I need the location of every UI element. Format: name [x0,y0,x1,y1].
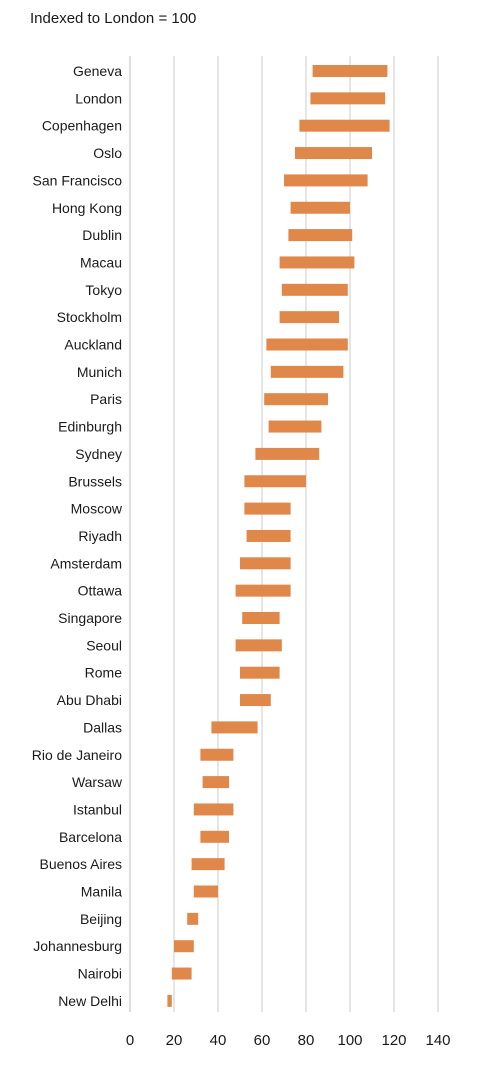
range-bar [279,256,355,269]
category-label: Istanbul [73,801,122,817]
range-bar [279,311,339,324]
range-bar [295,147,372,160]
category-label: Beijing [80,911,122,927]
category-label: Abu Dhabi [57,692,122,708]
range-bar [266,338,348,351]
category-label: Moscow [71,501,123,517]
range-bar [264,393,328,406]
x-tick-label: 100 [337,1032,362,1049]
category-label: Riyadh [78,528,122,544]
category-label: Dallas [83,719,122,735]
category-label: Hong Kong [52,200,122,216]
range-bar [202,776,229,789]
range-bar [240,666,280,679]
range-bar [171,967,192,980]
range-bar [191,858,225,871]
range-bar [167,994,172,1007]
category-label: Paris [90,391,122,407]
x-tick-label: 140 [425,1032,450,1049]
x-tick-label: 60 [254,1032,271,1049]
category-label: Edinburgh [58,419,122,435]
category-label: Rio de Janeiro [32,747,122,763]
range-bar [270,365,344,378]
range-bar [211,721,258,734]
chart-title: Indexed to London = 100 [30,10,197,27]
category-label: Barcelona [59,829,122,845]
range-bar [299,119,390,132]
category-label: Stockholm [57,309,122,325]
range-bar [288,229,353,242]
category-label: Geneva [73,63,122,79]
category-label: Buenos Aires [40,856,123,872]
category-label: Ottawa [78,583,123,599]
range-bar [235,639,282,652]
category-label: Macau [80,254,122,270]
range-bar [240,694,271,707]
category-label: Seoul [86,637,122,653]
range-bar [174,940,194,953]
range-bar [240,557,291,570]
category-label: Warsaw [72,774,123,790]
category-label: Munich [77,364,122,380]
category-label: Johannesburg [33,938,122,954]
range-bar [193,803,234,816]
range-bar [187,912,199,925]
category-label: Amsterdam [50,555,122,571]
category-label: Singapore [58,610,122,626]
category-label: London [75,90,122,106]
x-tick-label: 120 [381,1032,406,1049]
range-bar [242,612,280,624]
x-tick-label: 20 [166,1032,183,1049]
range-bar [281,283,348,296]
range-bar [244,502,291,515]
category-label: Tokyo [85,282,122,298]
range-bar [200,830,229,843]
range-bar [246,529,291,542]
range-bar [290,201,350,214]
range-bar [235,584,291,597]
range-bar [268,420,322,433]
range-bar [200,748,234,761]
category-label: Sydney [75,446,122,462]
category-label: Dublin [82,227,122,243]
range-bar [312,65,388,77]
category-label: Rome [85,665,123,681]
category-label: New Delhi [58,993,122,1009]
x-tick-label: 0 [126,1032,134,1049]
range-bar [244,475,306,488]
x-tick-label: 40 [210,1032,227,1049]
category-label: Brussels [68,473,122,489]
range-bar [193,885,218,898]
category-label: San Francisco [33,172,123,188]
category-label: Copenhagen [42,118,122,134]
x-tick-label: 80 [298,1032,315,1049]
range-bar [255,447,320,460]
range-bar [284,174,368,187]
category-label: Oslo [93,145,122,161]
category-label: Nairobi [78,966,122,982]
category-label: Manila [81,884,122,900]
range-bar [310,92,386,105]
category-label: Auckland [64,337,122,353]
